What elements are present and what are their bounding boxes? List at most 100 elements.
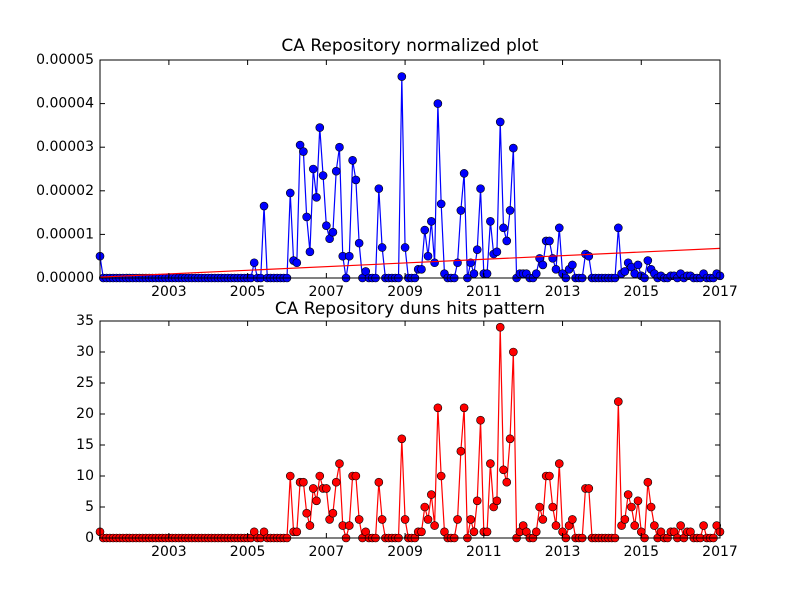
data-point — [305, 247, 315, 257]
data-point — [554, 223, 564, 233]
data-point — [551, 521, 561, 530]
data-point — [348, 155, 357, 165]
data-point — [423, 251, 433, 261]
data-point — [420, 502, 430, 512]
y-tick-label: 15 — [76, 437, 94, 453]
data-point — [453, 515, 462, 524]
x-tick-label: 2009 — [387, 284, 423, 300]
data-point — [646, 502, 656, 512]
data-point — [331, 477, 341, 487]
data-point — [568, 260, 577, 270]
data-point — [436, 199, 446, 209]
data-point — [627, 502, 636, 512]
data-point — [495, 322, 505, 332]
data-point — [397, 72, 407, 81]
data-point — [312, 496, 321, 506]
y-tick-label: 0.00001 — [36, 226, 94, 242]
data-point — [315, 123, 325, 132]
data-point — [548, 502, 557, 512]
data-point — [322, 221, 331, 230]
data-point — [495, 117, 505, 127]
data-point — [354, 238, 364, 248]
x-tick-label: 2003 — [151, 544, 187, 560]
data-point — [354, 515, 364, 524]
data-point — [538, 515, 548, 524]
x-tick-label: 2005 — [230, 544, 266, 560]
data-point — [397, 434, 407, 444]
data-point — [502, 477, 512, 487]
x-tick-label: 2007 — [309, 544, 345, 560]
data-point — [643, 477, 653, 487]
data-point — [568, 515, 577, 524]
data-point — [633, 260, 643, 270]
y-tick-label: 35 — [76, 313, 94, 329]
axes-frame — [99, 320, 721, 539]
y-tick-label: 25 — [76, 375, 94, 391]
data-point — [427, 490, 436, 499]
axes-frame — [99, 59, 721, 279]
data-point — [531, 527, 541, 537]
data-point — [344, 251, 354, 261]
data-point — [433, 403, 443, 413]
y-tick-label: 0.00005 — [36, 52, 94, 68]
data-point — [305, 521, 315, 530]
data-point — [308, 164, 318, 174]
data-point — [486, 217, 495, 226]
data-point — [505, 434, 515, 444]
data-point — [466, 258, 476, 268]
data-point — [328, 227, 338, 237]
data-point — [328, 508, 338, 518]
x-tick-label: 2011 — [466, 544, 502, 560]
x-tick-label: 2017 — [702, 284, 738, 300]
data-point — [476, 184, 485, 193]
data-point — [351, 175, 361, 185]
data-point — [377, 243, 387, 252]
data-point — [427, 217, 436, 226]
data-point — [259, 201, 269, 211]
data-point — [285, 471, 295, 481]
data-point — [643, 256, 653, 265]
data-point — [459, 403, 469, 413]
x-tick-label: 2009 — [387, 544, 423, 560]
y-tick-label: 20 — [76, 406, 94, 422]
data-point — [436, 471, 446, 481]
data-point — [650, 521, 659, 530]
data-point — [630, 521, 639, 530]
data-point — [351, 471, 361, 481]
data-point — [331, 166, 341, 176]
data-point — [499, 465, 508, 475]
data-point — [400, 243, 410, 252]
data-point — [545, 471, 554, 481]
x-tick-label: 2005 — [230, 284, 266, 300]
data-point — [584, 251, 594, 261]
y-tick-label: 10 — [76, 468, 94, 484]
data-point — [492, 247, 502, 257]
x-tick-label: 2003 — [151, 284, 187, 300]
data-point — [374, 477, 384, 487]
data-point — [430, 258, 439, 268]
data-point — [308, 484, 318, 493]
x-tick-label: 2013 — [545, 284, 581, 300]
x-tick-label: 2011 — [466, 284, 502, 300]
data-point — [623, 490, 633, 499]
chart-title: CA Repository normalized plot — [281, 36, 538, 56]
x-tick-label: 2007 — [309, 284, 345, 300]
data-point — [377, 515, 387, 524]
data-point — [400, 515, 410, 524]
x-tick-label: 2017 — [702, 544, 738, 560]
x-tick-label: 2013 — [545, 544, 581, 560]
data-point — [482, 527, 492, 537]
data-point — [499, 223, 508, 233]
data-point — [335, 459, 344, 468]
data-point — [620, 267, 630, 276]
data-point — [299, 477, 308, 487]
data-point — [699, 521, 708, 530]
data-point — [505, 206, 515, 215]
data-point — [299, 147, 308, 156]
data-point — [472, 496, 482, 506]
y-tick-label: 30 — [76, 344, 94, 360]
data-point — [502, 236, 512, 246]
data-point — [318, 171, 328, 180]
data-point — [492, 496, 502, 506]
data-point — [614, 397, 623, 406]
